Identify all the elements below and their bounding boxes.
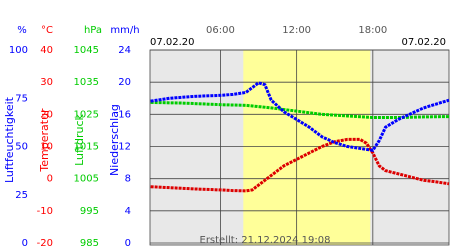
y-tick-label: 985: [80, 238, 99, 249]
y-tick-label: 0: [22, 238, 28, 249]
y-tick-label: 0: [47, 174, 53, 185]
x-tick-label: 12:00: [282, 25, 311, 36]
y-tick-label: 1045: [74, 45, 99, 56]
y-tick-label: 16: [118, 109, 131, 120]
axis-label: Niederschlag: [108, 104, 121, 176]
axis-unit: °C: [41, 25, 53, 36]
y-tick-label: 100: [9, 45, 28, 56]
y-tick-label: 4: [125, 206, 131, 217]
y-tick-label: 10: [40, 142, 53, 153]
data-line: [150, 137, 450, 193]
axis-label: Luftfeuchtigkeit: [3, 96, 16, 183]
axis-label: Temperatur: [38, 108, 51, 173]
y-tick-label: 1035: [74, 77, 99, 88]
plot-border: [149, 49, 450, 246]
y-tick-label: 24: [118, 45, 131, 56]
footer-note: Erstellt: 21.12.2024 19:08: [200, 235, 331, 246]
axis-unit: mm/h: [110, 25, 139, 36]
axis-label: Luftdruck: [73, 113, 86, 165]
y-tick-label: 20: [118, 77, 131, 88]
y-tick-label: 1025: [74, 109, 99, 120]
x-tick-label: 18:00: [358, 25, 387, 36]
y-tick-label: 8: [125, 174, 131, 185]
y-tick-label: 50: [15, 142, 28, 153]
data-line: [150, 81, 450, 152]
y-tick-label: 75: [15, 93, 28, 104]
x-tick-label: 06:00: [206, 25, 235, 36]
y-tick-label: 40: [40, 45, 53, 56]
y-tick-label: 30: [40, 77, 53, 88]
axis-unit: hPa: [84, 25, 102, 36]
y-tick-label: 1005: [74, 174, 99, 185]
y-tick-label: -10: [37, 206, 53, 217]
y-tick-label: 20: [40, 109, 53, 120]
y-tick-label: 12: [118, 142, 131, 153]
y-tick-label: 1015: [74, 142, 99, 153]
y-tick-label: 25: [15, 190, 28, 201]
y-tick-label: -20: [37, 238, 53, 249]
date-left: 07.02.20: [150, 37, 195, 48]
date-right: 07.02.20: [401, 37, 446, 48]
axis-unit: %: [17, 25, 27, 36]
y-tick-label: 995: [80, 206, 99, 217]
y-tick-label: 0: [125, 238, 131, 249]
